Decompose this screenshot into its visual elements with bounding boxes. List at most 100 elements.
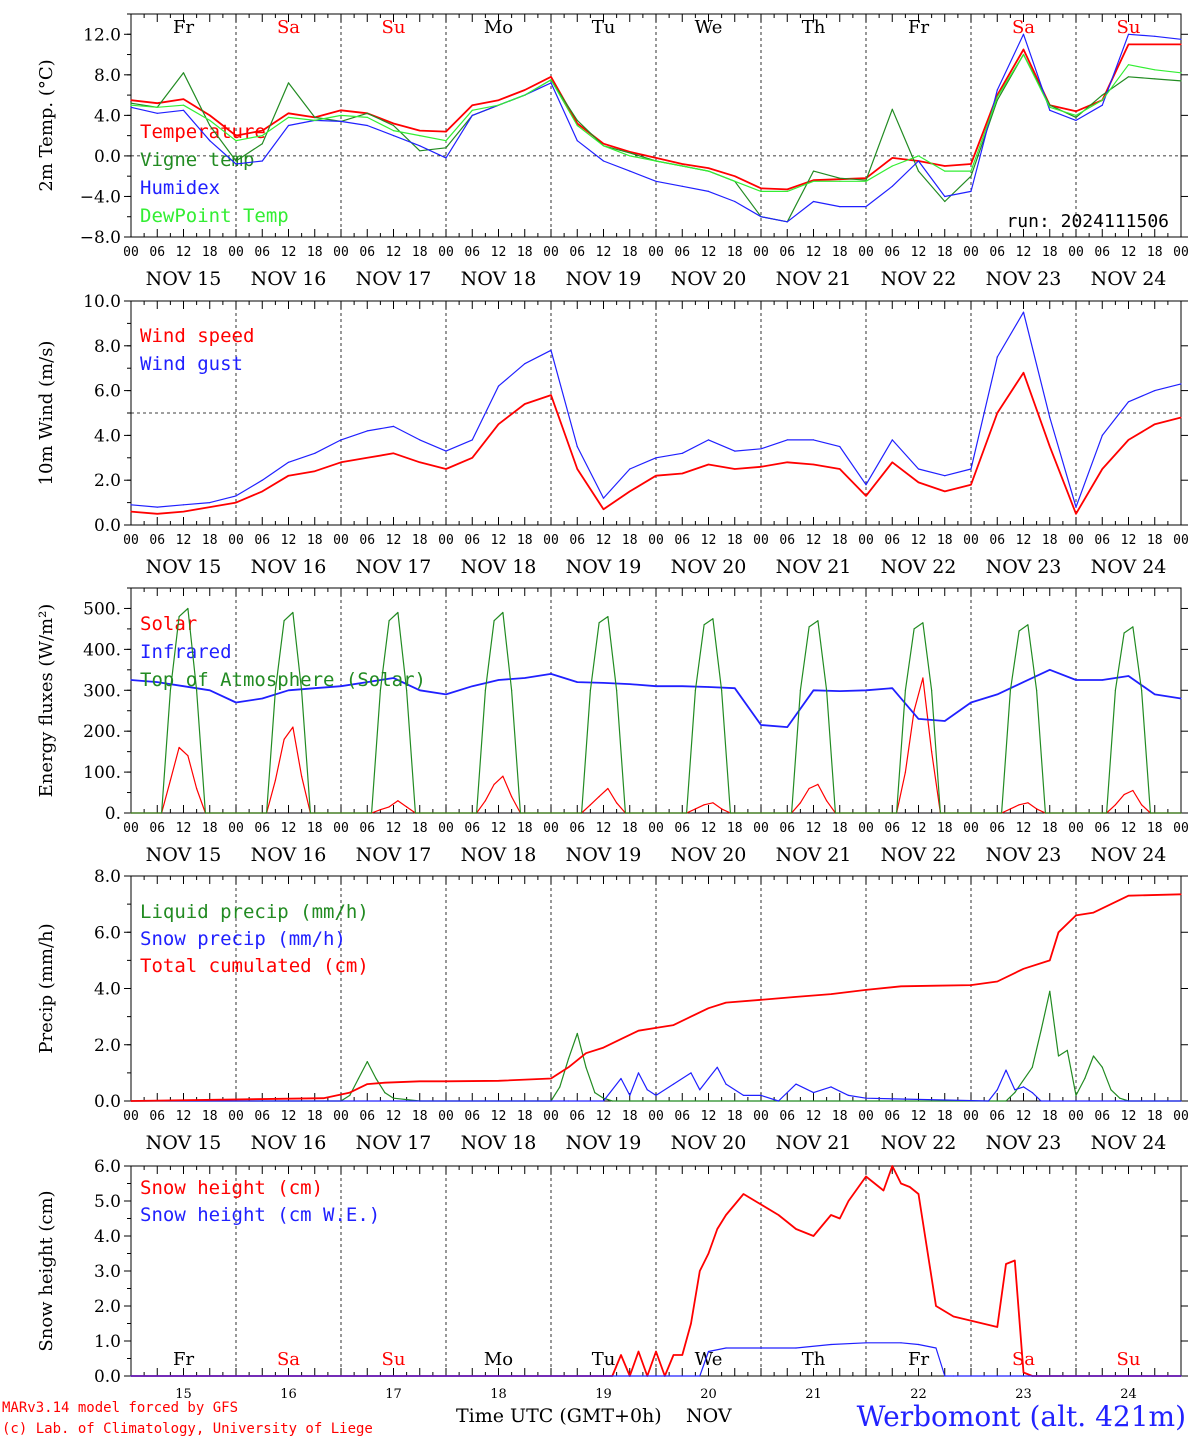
data-point — [1101, 679, 1103, 681]
data-point — [1127, 401, 1130, 403]
legend-entry: Snow height (cm) — [140, 1177, 323, 1199]
y-tick-label: 2.0 — [94, 1036, 121, 1056]
date-label: NOV 21 — [776, 268, 852, 290]
data-point — [891, 108, 893, 110]
day-number-label: 18 — [490, 1387, 507, 1402]
data-point — [742, 1094, 745, 1096]
data-point — [1180, 812, 1182, 814]
data-point — [799, 802, 802, 804]
data-point — [1101, 1066, 1103, 1068]
hour-tick-label: 00 — [963, 1109, 979, 1124]
data-point — [1027, 802, 1029, 804]
hour-tick-label: 18 — [1147, 821, 1163, 836]
data-point — [497, 99, 500, 101]
data-point — [672, 1083, 675, 1085]
data-point — [952, 1375, 955, 1377]
data-point — [392, 425, 395, 427]
data-point — [156, 681, 158, 683]
data-point — [156, 506, 158, 508]
hour-tick-label: 06 — [149, 533, 165, 548]
data-point — [1101, 468, 1103, 470]
data-point — [629, 170, 631, 172]
hour-tick-label: 12 — [806, 533, 822, 548]
data-point — [655, 1100, 657, 1102]
data-point — [817, 620, 819, 622]
day-number-label: 21 — [805, 1387, 822, 1402]
y-tick-label: 12.0 — [83, 25, 121, 45]
date-label: NOV 19 — [566, 268, 642, 290]
data-point — [865, 495, 867, 497]
hour-tick-label: 00 — [123, 533, 139, 548]
data-point — [760, 216, 762, 218]
data-point — [699, 1270, 701, 1272]
day-number-label: 24 — [1120, 1387, 1137, 1402]
data-point — [419, 1080, 421, 1082]
data-point — [301, 775, 303, 777]
data-point — [182, 72, 185, 74]
date-label: NOV 17 — [356, 268, 432, 290]
data-point — [445, 468, 447, 470]
data-point — [970, 484, 972, 486]
data-point — [681, 472, 683, 475]
date-label: NOV 23 — [986, 1132, 1062, 1154]
data-point — [287, 124, 290, 127]
data-point — [1075, 513, 1077, 515]
hour-tick-label: 18 — [937, 1109, 953, 1124]
hour-tick-label: 00 — [963, 245, 979, 260]
data-point — [707, 1252, 710, 1255]
data-point — [576, 1032, 578, 1035]
data-point — [384, 1082, 386, 1084]
data-point — [161, 812, 163, 814]
data-point — [1092, 912, 1095, 914]
data-point — [734, 1203, 736, 1206]
data-point — [235, 135, 237, 137]
legend-entry: DewPoint Temp — [140, 205, 289, 227]
data-point — [209, 689, 211, 691]
hour-tick-label: 12 — [491, 821, 507, 836]
data-point — [1101, 434, 1103, 436]
data-point — [1057, 931, 1060, 933]
data-point — [839, 446, 841, 448]
data-point — [795, 1228, 797, 1230]
data-point — [511, 796, 513, 798]
data-point — [445, 1080, 447, 1082]
data-point — [419, 130, 421, 132]
data-point — [922, 622, 924, 624]
hour-tick-label: 06 — [779, 821, 795, 836]
hour-tick-label: 12 — [281, 533, 297, 548]
data-point — [1154, 390, 1156, 392]
data-point — [130, 1100, 132, 1102]
data-point — [734, 687, 736, 689]
hour-tick-label: 18 — [307, 533, 323, 548]
data-point — [707, 1007, 710, 1009]
data-point — [366, 681, 368, 683]
hour-tick-label: 18 — [307, 245, 323, 260]
hour-tick-label: 06 — [464, 1109, 480, 1124]
day-name-label: Fr — [908, 1349, 929, 1370]
hour-tick-label: 00 — [123, 245, 139, 260]
data-point — [734, 180, 736, 182]
day-name-label: Fr — [173, 1349, 194, 1370]
data-point — [996, 693, 998, 696]
data-point — [611, 1100, 613, 1102]
data-point — [1022, 968, 1025, 970]
data-point — [646, 1089, 648, 1091]
hour-tick-label: 12 — [176, 245, 192, 260]
data-point — [1022, 33, 1025, 35]
data-point — [471, 104, 473, 106]
data-point — [882, 1189, 885, 1192]
hour-tick-label: 00 — [333, 533, 349, 548]
data-point — [865, 689, 867, 691]
hour-tick-label: 18 — [727, 821, 743, 836]
data-point — [721, 689, 723, 691]
y-tick-label: 3.0 — [94, 1262, 121, 1282]
hour-tick-label: 18 — [307, 1109, 323, 1124]
hour-tick-label: 18 — [832, 533, 848, 548]
data-point — [865, 180, 867, 182]
data-point — [1049, 109, 1051, 111]
date-label: NOV 22 — [881, 844, 957, 866]
hour-tick-label: 00 — [963, 533, 979, 548]
data-point — [681, 452, 683, 454]
data-point — [1180, 383, 1182, 385]
y-tick-label: 4.0 — [94, 1227, 121, 1247]
